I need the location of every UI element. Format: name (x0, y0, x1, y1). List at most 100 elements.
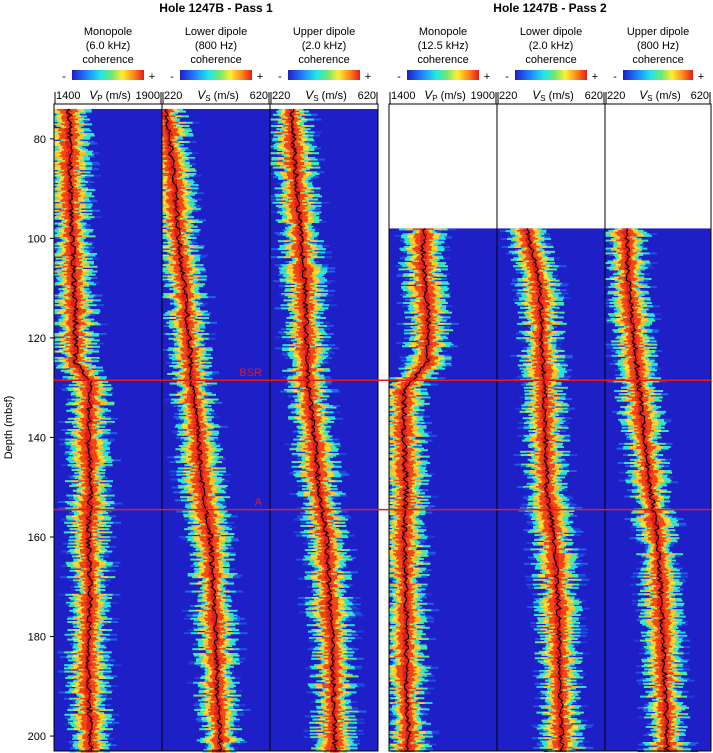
coherence-cell (80, 456, 88, 459)
coherence-cell (162, 137, 165, 140)
coherence-cell (54, 192, 59, 195)
coherence-cell (79, 627, 84, 630)
coherence-cell (85, 500, 94, 503)
coherence-cell (74, 747, 81, 750)
coherence-cell (92, 710, 97, 713)
coherence-cell (66, 398, 73, 401)
coherence-cell (105, 488, 111, 491)
coherence-cell (79, 628, 88, 631)
coherence-cell (90, 667, 98, 670)
coherence-cell (89, 470, 94, 473)
coherence-cell (65, 297, 71, 300)
coherence-cell (64, 353, 69, 356)
coherence-cell (70, 129, 79, 132)
coherence-cell (82, 355, 87, 358)
coherence-cell (98, 628, 107, 631)
coherence-cell (97, 396, 102, 399)
coherence-cell (85, 467, 90, 470)
coherence-cell (69, 113, 75, 116)
coherence-cell (109, 545, 117, 548)
coherence-cell (96, 641, 101, 644)
coherence-cell (92, 604, 100, 607)
coherence-cell (59, 110, 67, 113)
coherence-cell (169, 120, 174, 123)
coherence-cell (104, 675, 112, 678)
coherence-cell (103, 657, 110, 660)
coherence-cell (70, 334, 79, 337)
coherence-cell (104, 491, 110, 494)
coherence-cell (82, 574, 88, 577)
coherence-cell (95, 689, 102, 692)
coherence-cell (60, 126, 65, 129)
coherence-cell (74, 208, 79, 211)
coherence-cell (101, 720, 108, 723)
coherence-cell (79, 121, 85, 124)
coherence-cell (97, 520, 102, 523)
coherence-cell (74, 185, 79, 188)
coherence-cell (94, 492, 99, 495)
coherence-cell (95, 624, 101, 627)
coherence-cell (76, 449, 83, 452)
coherence-cell (92, 209, 101, 212)
coherence-cell (92, 664, 101, 667)
coherence-cell (76, 179, 82, 182)
coherence-cell (86, 492, 91, 495)
coherence-cell (73, 564, 81, 567)
coherence-cell (54, 116, 58, 119)
coherence-cell (75, 520, 81, 523)
coherence-cell (67, 118, 74, 121)
coherence-cell (92, 716, 100, 719)
coherence-cell (89, 265, 98, 268)
coherence-cell (83, 304, 91, 307)
coherence-cell (89, 438, 97, 441)
coherence-cell (89, 526, 94, 529)
coherence-cell (97, 745, 103, 748)
coherence-cell (90, 443, 98, 446)
coherence-cell (82, 273, 90, 276)
coherence-cell (107, 392, 114, 395)
coherence-cell (73, 372, 79, 375)
coherence-cell (213, 416, 220, 419)
coherence-cell (76, 294, 84, 297)
coherence-cell (68, 401, 76, 404)
coherence-cell (83, 438, 91, 441)
coherence-cell (100, 390, 107, 393)
coherence-cell (97, 513, 103, 516)
coherence-cell (98, 388, 106, 391)
coherence-cell (72, 656, 80, 659)
coherence-cell (72, 355, 76, 358)
coherence-cell (96, 625, 102, 628)
coherence-cell (203, 366, 209, 369)
coherence-cell (60, 161, 68, 164)
coherence-cell (85, 166, 93, 169)
coherence-cell (80, 598, 87, 601)
coherence-cell (88, 587, 93, 590)
coherence-cell (85, 486, 91, 489)
coherence-cell (54, 204, 58, 207)
coherence-cell (71, 147, 77, 150)
coherence-cell (69, 273, 78, 276)
coherence-cell (64, 211, 70, 214)
coherence-cell (66, 244, 72, 247)
coherence-cell (70, 249, 76, 252)
coherence-cell (88, 529, 93, 532)
coherence-cell (78, 648, 84, 651)
coherence-cell (70, 350, 79, 353)
coherence-cell (80, 278, 87, 281)
coherence-cell (93, 371, 100, 374)
coherence-cell (87, 600, 93, 603)
coherence-cell (87, 401, 96, 404)
coherence-cell (65, 232, 72, 235)
coherence-cell (99, 729, 104, 732)
coherence-cell (58, 318, 65, 321)
coherence-cell (76, 238, 81, 241)
coherence-cell (91, 339, 100, 342)
coherence-cell (74, 456, 82, 459)
coherence-cell (61, 118, 69, 121)
coherence-cell (77, 651, 86, 654)
coherence-cell (94, 673, 100, 676)
coherence-cell (80, 297, 86, 300)
coherence-cell (83, 129, 92, 132)
coherence-cell (60, 227, 66, 230)
coherence-cell (66, 272, 73, 275)
